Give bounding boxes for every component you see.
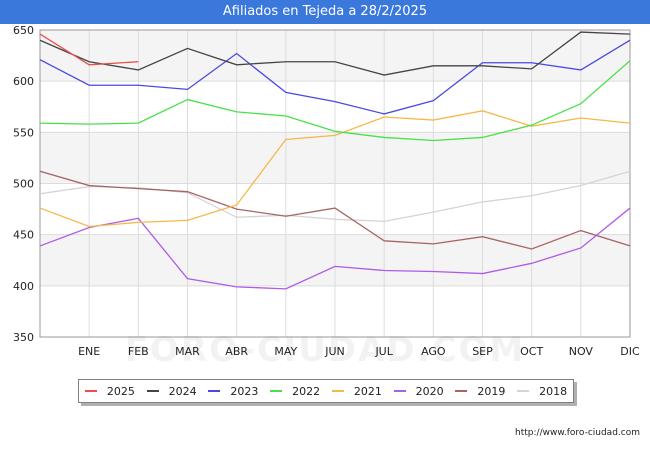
x-tick-label: MAY (274, 345, 297, 358)
legend-swatch (208, 390, 221, 392)
plot-frame (39, 29, 631, 338)
y-axis-ticks: 350 400 450 500 550 600 650 (13, 24, 34, 344)
legend-item-2025: 2025 (84, 384, 135, 398)
legend: 2025 2024 2023 2022 2021 2020 2019 2018 (78, 379, 574, 403)
y-tick-label: 550 (13, 126, 34, 139)
legend-label: 2024 (168, 384, 197, 398)
series-line-2025 (39, 33, 139, 66)
x-tick-label: JUN (324, 345, 345, 358)
legend-swatch (393, 390, 406, 392)
series-line-2020 (39, 207, 631, 290)
series-line-2024 (39, 31, 631, 76)
watermark: FORO-CIUDAD.COM (124, 330, 526, 370)
x-tick-label: SEP (472, 345, 493, 358)
x-tick-label: NOV (569, 345, 594, 358)
y-tick-label: 500 (13, 178, 34, 191)
legend-swatch (455, 390, 468, 392)
y-tick-label: 600 (13, 75, 34, 88)
legend-swatch (270, 390, 283, 392)
x-tick-label: DIC (620, 345, 640, 358)
y-tick-label: 400 (13, 280, 34, 293)
x-axis-ticks: ENE FEB MAR ABR MAY JUN JUL AGO SEP OCT NOV DIC (78, 345, 640, 358)
series-lines (39, 31, 631, 290)
legend-item-2020: 2020 (393, 384, 444, 398)
legend-label: 2021 (353, 384, 382, 398)
series-line-2022 (39, 60, 631, 142)
legend-label: 2018 (539, 384, 568, 398)
legend-item-2024: 2024 (146, 384, 197, 398)
legend-item-2018: 2018 (517, 385, 567, 398)
x-tick-label: JUL (374, 345, 393, 358)
series-line-2021 (39, 110, 631, 228)
legend-swatch (146, 390, 159, 392)
series-line-2023 (39, 39, 631, 115)
x-tick-label: AGO (421, 345, 446, 358)
x-tick-label: ABR (225, 345, 248, 358)
legend-swatch (517, 390, 530, 392)
legend-label: 2023 (230, 384, 259, 398)
y-tick-label: 450 (13, 229, 34, 242)
x-tick-label: FEB (128, 345, 149, 358)
x-tick-label: OCT (520, 345, 543, 358)
legend-item-2022: 2022 (270, 385, 320, 398)
legend-label: 2022 (292, 384, 321, 398)
legend-label: 2025 (106, 384, 135, 398)
source-credit: http://www.foro-ciudad.com (515, 428, 640, 438)
y-tick-label: 650 (13, 24, 34, 37)
legend-swatch (331, 390, 344, 392)
legend-item-2023: 2023 (208, 385, 258, 398)
legend-swatch (84, 390, 97, 392)
y-tick-label: 350 (13, 331, 34, 344)
legend-label: 2020 (415, 384, 444, 398)
series-line-2019 (39, 170, 631, 250)
legend-item-2021: 2021 (331, 384, 382, 398)
series-line-2018 (39, 170, 631, 223)
x-tick-label: MAR (175, 345, 200, 358)
legend-item-2019: 2019 (455, 385, 505, 398)
chart-title: Afiliados en Tejeda a 28/2/2025 (0, 0, 650, 24)
legend-label: 2019 (477, 384, 506, 398)
x-tick-label: ENE (78, 345, 100, 358)
